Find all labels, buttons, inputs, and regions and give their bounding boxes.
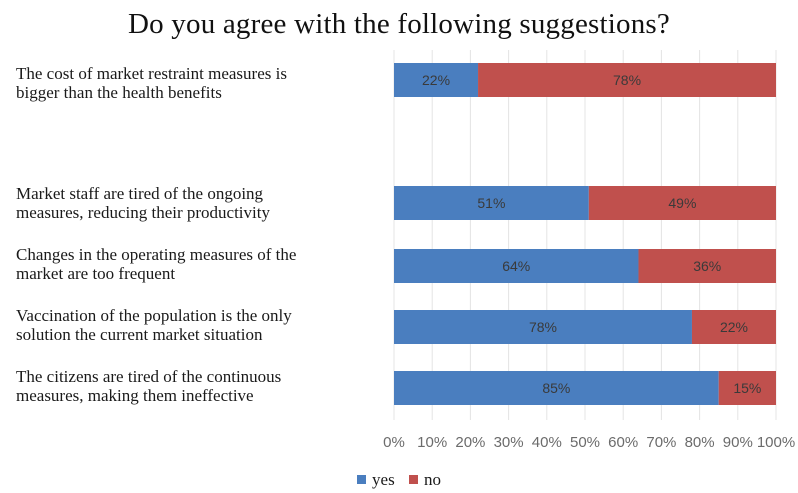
category-label: The citizens are tired of the continuous… [16, 367, 376, 405]
data-label-no: 36% [693, 258, 721, 274]
data-label-no: 49% [668, 195, 696, 211]
x-tick-label: 20% [455, 434, 485, 451]
category-label-line: solution the current market situation [16, 325, 263, 344]
category-label-line: measures, making them ineffective [16, 386, 254, 405]
data-label-yes: 78% [529, 319, 557, 335]
data-label-no: 78% [613, 72, 641, 88]
x-tick-label: 10% [417, 434, 447, 451]
bar-yes [394, 310, 692, 344]
category-label-line: market are too frequent [16, 264, 176, 283]
x-tick-label: 90% [723, 434, 753, 451]
x-tick-label: 70% [646, 434, 676, 451]
legend-item-no: no [408, 470, 441, 490]
x-axis-ticks: 0% 10% 20% 30% 40% 50% 60% 70% 80% 90% 100% [383, 434, 795, 451]
bar-no [588, 186, 776, 220]
bar-no [691, 310, 776, 344]
legend-item-yes: yes [357, 470, 395, 490]
category-label: Market staff are tired of the ongoing mea… [16, 184, 376, 222]
bar-yes [394, 249, 639, 283]
bar-no [718, 371, 776, 405]
data-label-yes: 85% [542, 380, 570, 396]
legend-label-yes: yes [372, 470, 395, 489]
legend-label-no: no [423, 470, 441, 489]
legend: yes no [0, 470, 798, 490]
category-label-line: measures, reducing their productivity [16, 203, 270, 222]
category-label-line: The citizens are tired of the continuous [16, 367, 282, 386]
category-label-line: bigger than the health benefits [16, 83, 222, 102]
bar-yes [394, 63, 479, 97]
chart-title: Do you agree with the following suggesti… [128, 8, 670, 40]
data-label-yes: 51% [477, 195, 505, 211]
category-label-line: Market staff are tired of the ongoing [16, 184, 264, 203]
bar-no [638, 249, 776, 283]
x-tick-label: 0% [383, 434, 405, 451]
x-tick-label: 30% [494, 434, 524, 451]
bar-yes [394, 186, 589, 220]
category-label: The cost of market restraint measures is… [16, 64, 376, 102]
legend-swatch-no [408, 475, 418, 484]
data-label-no: 15% [733, 380, 761, 396]
category-label: Changes in the operating measures of the… [16, 245, 376, 283]
category-label-line: Vaccination of the population is the onl… [16, 306, 292, 325]
bar-yes [394, 371, 719, 405]
data-label-yes: 64% [502, 258, 530, 274]
data-label-yes: 22% [422, 72, 450, 88]
bars [394, 63, 776, 405]
gridlines [393, 50, 777, 420]
category-label-line: Changes in the operating measures of the [16, 245, 297, 264]
category-label: Vaccination of the population is the onl… [16, 306, 376, 344]
x-tick-label: 40% [532, 434, 562, 451]
data-label-no: 22% [720, 319, 748, 335]
category-label-line: The cost of market restraint measures is [16, 64, 287, 83]
x-tick-label: 100% [757, 434, 795, 451]
x-tick-label: 50% [570, 434, 600, 451]
bar-no [478, 63, 776, 97]
x-tick-label: 60% [608, 434, 638, 451]
bar-labels: 22% 78% 51% 49% 64% 36% 78% 22% 85% 15% [422, 72, 761, 396]
x-tick-label: 80% [685, 434, 715, 451]
legend-swatch-yes [357, 475, 367, 484]
